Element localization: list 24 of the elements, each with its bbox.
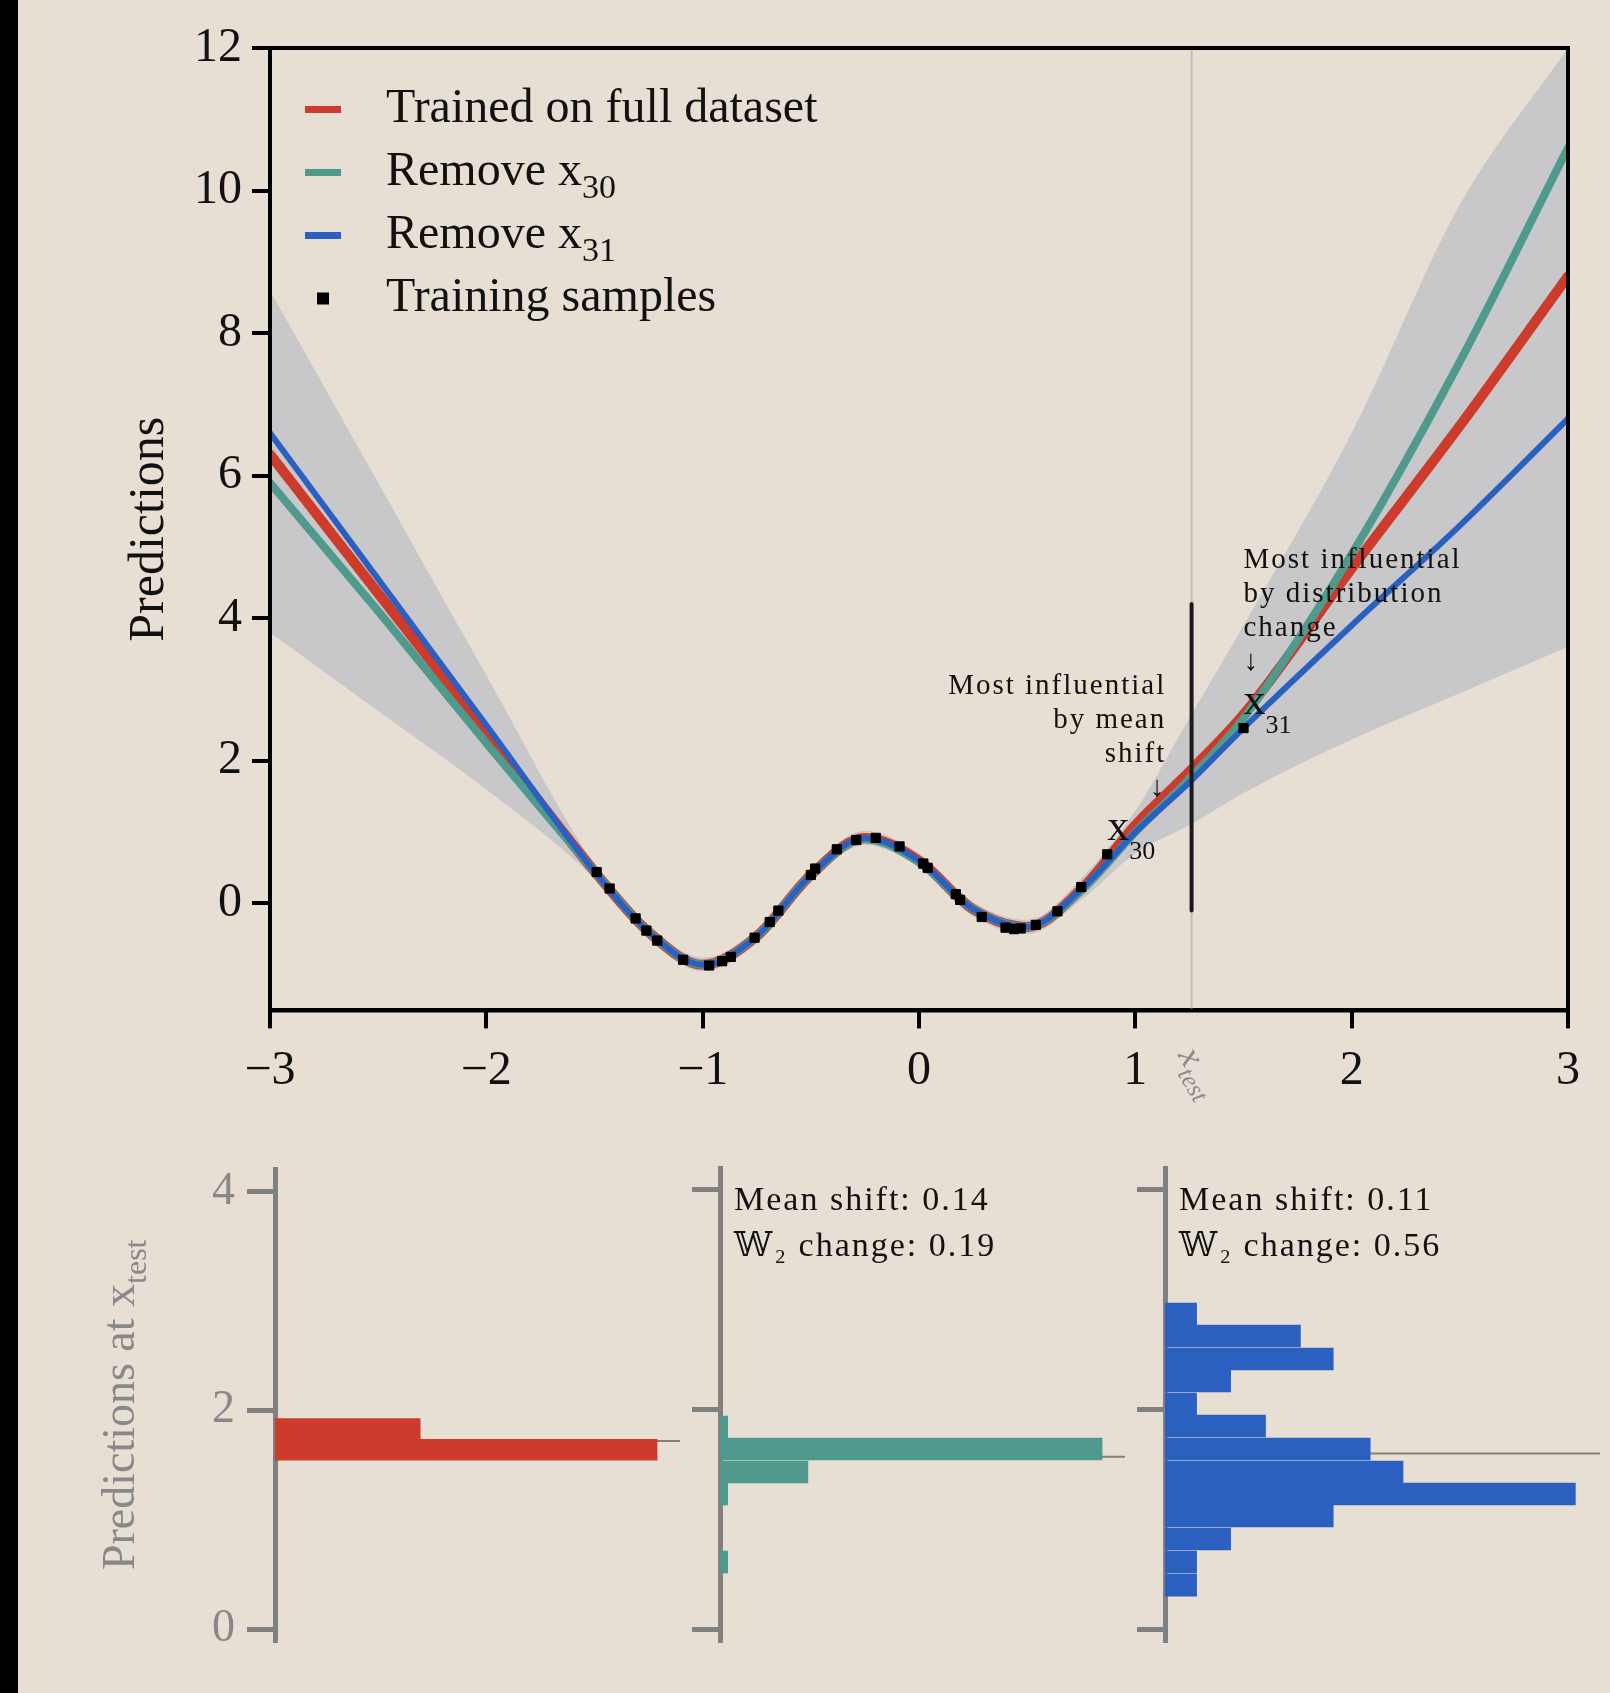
y-tick-label: 10 bbox=[194, 160, 242, 214]
x-tick-label: −3 bbox=[244, 1040, 296, 1094]
y-tick-label: 4 bbox=[212, 1162, 235, 1214]
y-tick-label: 0 bbox=[212, 1600, 235, 1652]
x-tick-label: 3 bbox=[1556, 1040, 1580, 1094]
y-tick-label: 2 bbox=[218, 730, 242, 784]
y-tick-label: 6 bbox=[218, 445, 242, 499]
legend-label: Trained on full dataset bbox=[386, 79, 819, 133]
y-tick-label: 8 bbox=[218, 302, 242, 356]
y-tick-label: 2 bbox=[212, 1381, 235, 1433]
y-tick-label: 4 bbox=[218, 587, 242, 641]
x-tick-label: 2 bbox=[1339, 1040, 1364, 1094]
y-tick-label: 0 bbox=[218, 873, 242, 927]
y-tick-label: 12 bbox=[194, 17, 242, 71]
legend-label: Training samples bbox=[386, 268, 717, 322]
ref-line-label: xtest bbox=[1169, 1038, 1215, 1108]
annotation: Mean shift: 0.14 𝕎₂ change: 0.19 bbox=[733, 1180, 997, 1263]
annotation: Mean shift: 0.11 𝕎₂ change: 0.56 bbox=[1178, 1180, 1442, 1263]
y-axis-title: Predictions bbox=[118, 416, 175, 642]
x-tick-label: −2 bbox=[460, 1040, 512, 1094]
x-tick-label: −1 bbox=[677, 1040, 729, 1094]
x-tick-label: 0 bbox=[907, 1040, 931, 1094]
y-axis-title: Predictions at xtest bbox=[93, 1239, 154, 1571]
x-tick-label: 1 bbox=[1123, 1040, 1148, 1094]
